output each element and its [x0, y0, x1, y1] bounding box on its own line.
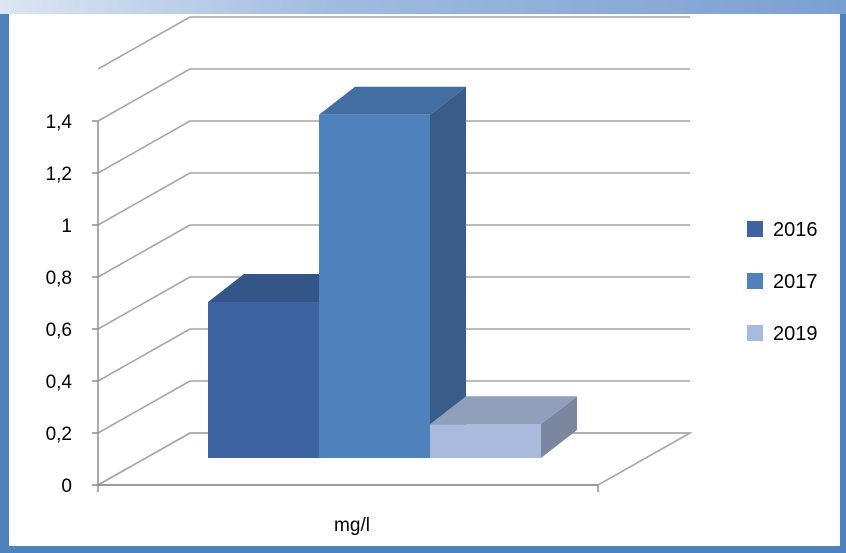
bar-top	[208, 274, 355, 302]
legend-swatch	[747, 325, 763, 341]
y-axis-ticks: 0 0,2 0,4 0,6 0,8 1 1,2 1,4	[46, 112, 98, 497]
bar-side	[430, 86, 466, 459]
chart-legend: 2016 2017 2019	[747, 219, 818, 345]
bar-front	[319, 114, 430, 459]
gridline-diagonal	[97, 172, 191, 226]
bar-front	[430, 424, 541, 458]
legend-label: 2019	[773, 323, 818, 345]
y-tick-label: 1,4	[46, 112, 73, 133]
legend-swatch	[747, 273, 763, 289]
gridline-diagonal	[97, 224, 191, 278]
gridline-diagonal	[97, 120, 191, 174]
gridline-diagonal	[97, 16, 191, 70]
y-tick-label: 0,4	[46, 372, 73, 393]
bar-2019	[430, 396, 577, 458]
gridline-diagonal	[97, 276, 191, 330]
bar-top	[319, 86, 466, 115]
gridline-diagonal	[97, 328, 191, 382]
y-tick-label: 1	[61, 216, 72, 237]
y-tick-label: 1,2	[46, 164, 72, 185]
y-tick-label: 0,8	[46, 268, 72, 289]
y-tick-label: 0,2	[46, 424, 72, 445]
gridline-diagonal	[97, 380, 191, 434]
chart-bars	[208, 86, 577, 459]
gridline-diagonal	[97, 68, 191, 122]
x-axis-label: mg/l	[334, 515, 370, 536]
y-tick-label: 0	[61, 476, 72, 497]
legend-swatch	[747, 221, 763, 237]
y-tick-label: 0,6	[46, 320, 72, 341]
bar-front	[208, 302, 319, 458]
legend-label: 2017	[773, 271, 818, 293]
bar-top	[430, 396, 577, 425]
frame-title-strip	[0, 0, 846, 14]
gridline-diagonal	[97, 432, 191, 486]
bar-2017	[319, 86, 466, 459]
bar-side	[541, 396, 577, 458]
legend-label: 2016	[773, 219, 818, 241]
